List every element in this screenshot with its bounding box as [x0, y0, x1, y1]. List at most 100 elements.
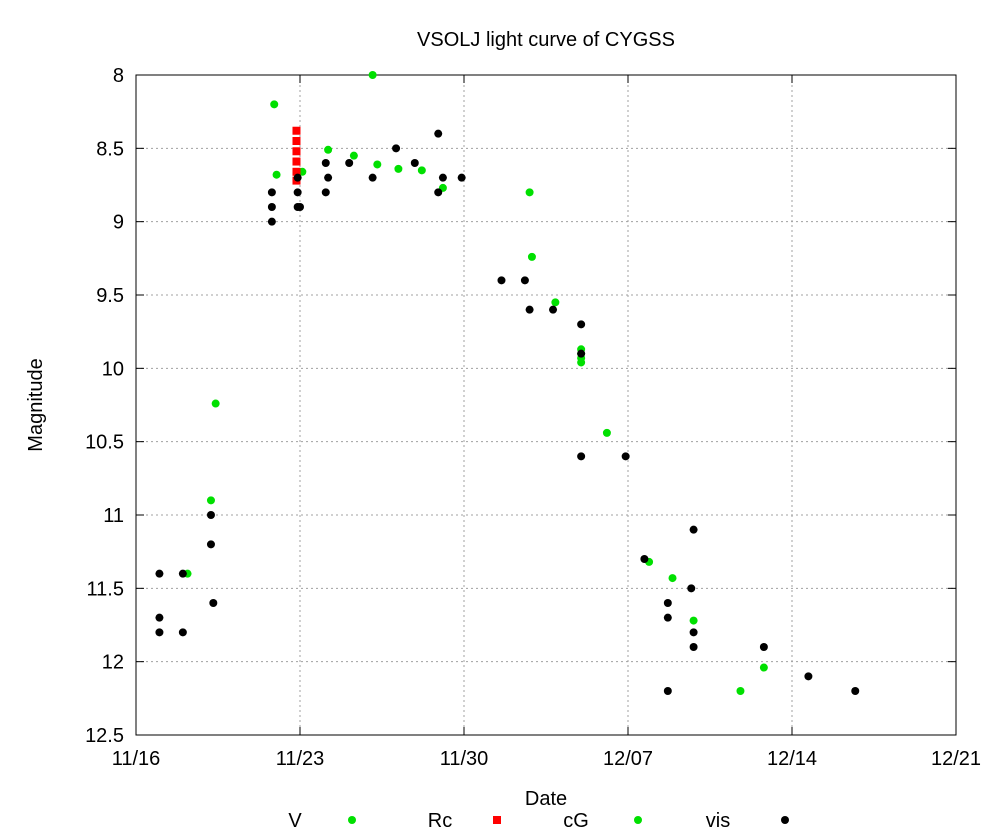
x-tick-label: 11/23 [276, 748, 325, 770]
data-point-vis [549, 305, 558, 314]
data-point-vis [321, 188, 330, 197]
data-point-vis [640, 555, 649, 563]
data-point-v [211, 399, 220, 408]
data-point-vis [206, 511, 215, 519]
data-point-vis [689, 525, 698, 534]
chart-title: VSOLJ light curve of CYGSS [417, 29, 675, 51]
y-tick-label: 8.5 [96, 138, 124, 160]
legend-label: Rc [428, 810, 452, 832]
data-point-rc [292, 157, 301, 166]
data-point-vis [345, 159, 354, 167]
data-point-rc [292, 137, 301, 145]
data-point-v [324, 145, 333, 154]
data-point-v [577, 358, 586, 367]
data-point-vis [296, 203, 304, 211]
data-point-vis [621, 452, 630, 461]
data-point-v [551, 298, 560, 307]
data-point-vis [687, 584, 696, 593]
data-points [155, 71, 860, 695]
legend-label: vis [706, 810, 730, 832]
data-point-v [349, 151, 358, 160]
data-point-vis [438, 173, 447, 182]
y-tick-label: 11 [103, 505, 124, 527]
data-point-vis [525, 305, 534, 314]
data-point-v [206, 496, 215, 505]
y-tick-label: 12.5 [85, 725, 124, 747]
x-tick-label: 12/21 [931, 748, 981, 770]
x-axis-label: Date [525, 788, 567, 810]
data-point-vis [392, 144, 401, 153]
data-point-rc [292, 167, 301, 176]
data-point-rc [292, 147, 301, 156]
x-tick-label: 12/14 [767, 748, 817, 770]
series-vis [155, 129, 860, 695]
plot-frame [135, 74, 957, 736]
legend-marker [493, 816, 501, 824]
data-point-v [373, 160, 382, 169]
y-axis-label: Magnitude [25, 358, 47, 451]
data-point-vis [155, 569, 164, 578]
data-point-vis [434, 129, 443, 138]
data-point-vis [689, 643, 698, 651]
legend-marker [634, 816, 642, 824]
data-point-vis [267, 217, 276, 226]
x-tick-labels: 11/16 11/23 11/30 12/07 12/14 12/21 [112, 748, 981, 770]
data-point-vis [368, 173, 377, 182]
data-point-vis [497, 276, 506, 285]
data-point-v [525, 188, 534, 197]
x-tick-label: 12/07 [603, 748, 653, 770]
data-point-v [602, 428, 611, 437]
data-point-vis [577, 452, 586, 461]
data-point-v [759, 663, 768, 672]
data-point-v [527, 252, 536, 261]
y-tick-label: 11.5 [87, 578, 124, 600]
data-point-vis [178, 628, 187, 637]
y-tick-label: 10 [102, 358, 124, 380]
data-point-vis [434, 188, 443, 197]
data-point-vis [804, 672, 813, 681]
y-tick-label: 9 [113, 212, 124, 234]
y-tick-label: 10.5 [85, 432, 124, 454]
data-point-vis [457, 173, 466, 182]
data-point-vis [520, 276, 529, 285]
data-point-vis [663, 613, 672, 622]
data-point-vis [663, 687, 672, 695]
data-point-v [270, 100, 279, 109]
y-tick-label: 8 [113, 65, 124, 87]
legend: V Rc cG vis [288, 810, 789, 832]
y-tick-label: 12 [102, 652, 124, 674]
data-point-vis [178, 569, 187, 578]
data-point-vis [155, 628, 164, 637]
data-point-v [689, 616, 698, 625]
grid-lines [136, 75, 956, 735]
data-point-v [394, 164, 403, 173]
legend-marker [348, 816, 356, 824]
legend-marker [781, 816, 789, 824]
data-point-vis [155, 613, 164, 622]
data-point-vis [324, 173, 333, 182]
data-point-vis [267, 203, 276, 211]
y-tick-labels: 8 8.5 9 9.5 10 10.5 11 11.5 12 12.5 [85, 65, 124, 747]
data-point-vis [577, 349, 586, 358]
x-tick-label: 11/30 [440, 748, 489, 770]
data-point-vis [663, 599, 672, 607]
data-point-vis [209, 599, 218, 607]
data-point-vis [293, 173, 302, 182]
data-point-v [736, 687, 745, 695]
data-point-vis [689, 628, 698, 637]
data-point-v [417, 166, 426, 175]
data-point-vis [759, 643, 768, 651]
data-point-vis [851, 687, 860, 695]
data-point-vis [410, 159, 419, 167]
legend-label: cG [563, 810, 589, 832]
data-point-rc [292, 126, 301, 135]
data-point-v [368, 71, 377, 79]
data-point-v [272, 170, 281, 179]
y-tick-label: 9.5 [96, 285, 124, 307]
legend-label: V [288, 810, 302, 832]
data-point-vis [321, 159, 330, 167]
data-point-vis [577, 320, 586, 329]
data-point-v [668, 574, 677, 583]
